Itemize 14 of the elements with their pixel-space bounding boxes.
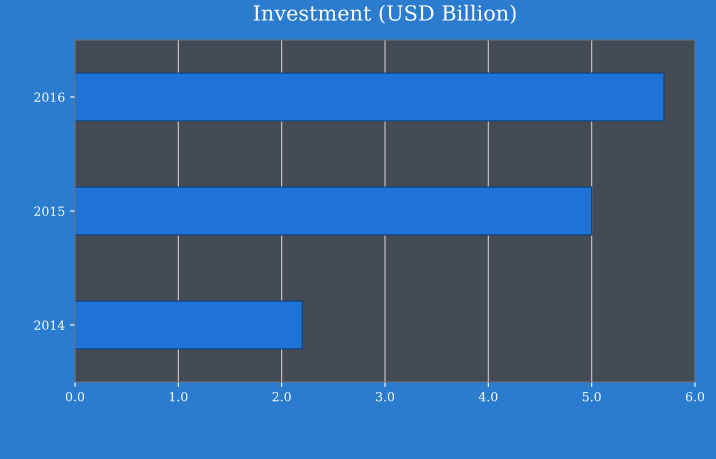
x-tick-label: 5.0: [582, 392, 601, 402]
x-tick-label: 6.0: [686, 392, 704, 402]
y-tick-label: 2016: [34, 92, 64, 102]
bar: [75, 300, 303, 350]
y-tick-label: 2015: [34, 206, 64, 216]
x-tick-label: 2.0: [272, 392, 291, 402]
chart-title: Investment (USD Billion): [254, 4, 516, 24]
y-tick-label: 2014: [34, 320, 65, 330]
x-tick-label: 1.0: [170, 392, 188, 402]
x-tick-label: 3.0: [376, 392, 394, 402]
x-tick-label: 0.0: [66, 392, 84, 402]
bar: [75, 72, 665, 122]
bar: [75, 186, 592, 236]
x-tick-label: 4.0: [478, 392, 498, 402]
